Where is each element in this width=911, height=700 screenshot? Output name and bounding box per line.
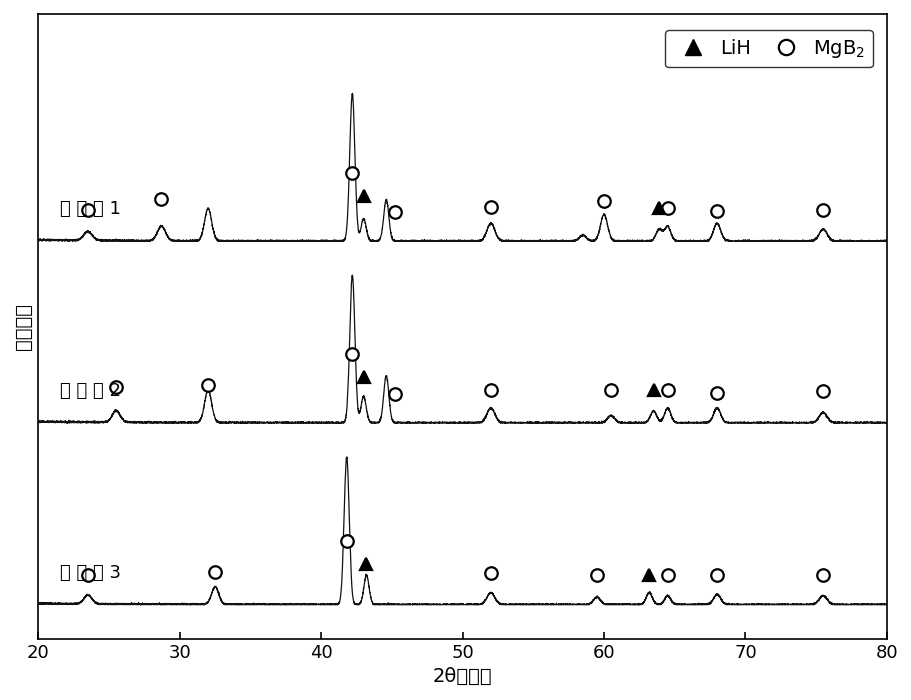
Text: 实 施 例 2: 实 施 例 2	[59, 382, 120, 400]
Legend: LiH, MgB$_2$: LiH, MgB$_2$	[665, 30, 872, 67]
Text: 实 施 例 1: 实 施 例 1	[59, 200, 120, 218]
X-axis label: 2θ（度）: 2θ（度）	[433, 667, 492, 686]
Y-axis label: 相对强度: 相对强度	[14, 303, 33, 350]
Text: 实 施 例 3: 实 施 例 3	[59, 564, 120, 582]
